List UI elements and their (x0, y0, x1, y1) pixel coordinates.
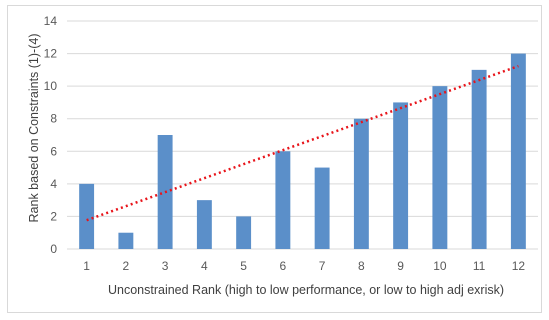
chart-frame (7, 5, 542, 313)
x-tick-label: 8 (358, 259, 365, 273)
x-tick-label: 1 (83, 259, 90, 273)
x-tick-label: 3 (162, 259, 169, 273)
bar (432, 86, 448, 250)
bar (393, 102, 409, 249)
y-axis-ticks: 0 2 4 6 8 10 12 14 (44, 14, 58, 256)
bar (471, 69, 487, 249)
x-tick-label: 11 (473, 259, 486, 273)
bar (196, 200, 212, 249)
bar (353, 118, 369, 249)
x-tick-label: 5 (240, 259, 247, 273)
bar (79, 183, 95, 249)
y-tick-label: 4 (50, 177, 57, 191)
y-tick-label: 6 (50, 144, 57, 158)
x-tick-label: 4 (201, 259, 208, 273)
y-axis-title: Rank based on Constraints (1)-(4) (27, 34, 41, 223)
x-tick-label: 7 (319, 259, 326, 273)
gridlines (67, 20, 538, 250)
x-tick-label: 10 (433, 259, 447, 273)
x-tick-label: 12 (512, 259, 526, 273)
bar (510, 53, 526, 250)
x-tick-label: 9 (397, 259, 404, 273)
bars (79, 53, 526, 250)
x-tick-label: 2 (123, 259, 130, 273)
bar (275, 151, 291, 249)
trendline (86, 64, 519, 222)
x-axis-title: Unconstrained Rank (high to low performa… (108, 283, 504, 297)
y-tick-label: 14 (44, 14, 58, 28)
y-tick-label: 10 (44, 79, 58, 93)
bar (118, 232, 134, 249)
trendline-group (86, 64, 519, 222)
y-tick-label: 0 (50, 242, 57, 256)
bar (314, 167, 330, 249)
x-tick-label: 6 (280, 259, 287, 273)
y-tick-label: 2 (50, 209, 57, 223)
x-axis-ticks: 1 2 3 4 5 6 7 8 9 10 11 12 (83, 259, 525, 273)
y-tick-label: 8 (50, 112, 57, 126)
y-tick-label: 12 (44, 47, 58, 61)
bar (236, 216, 252, 249)
